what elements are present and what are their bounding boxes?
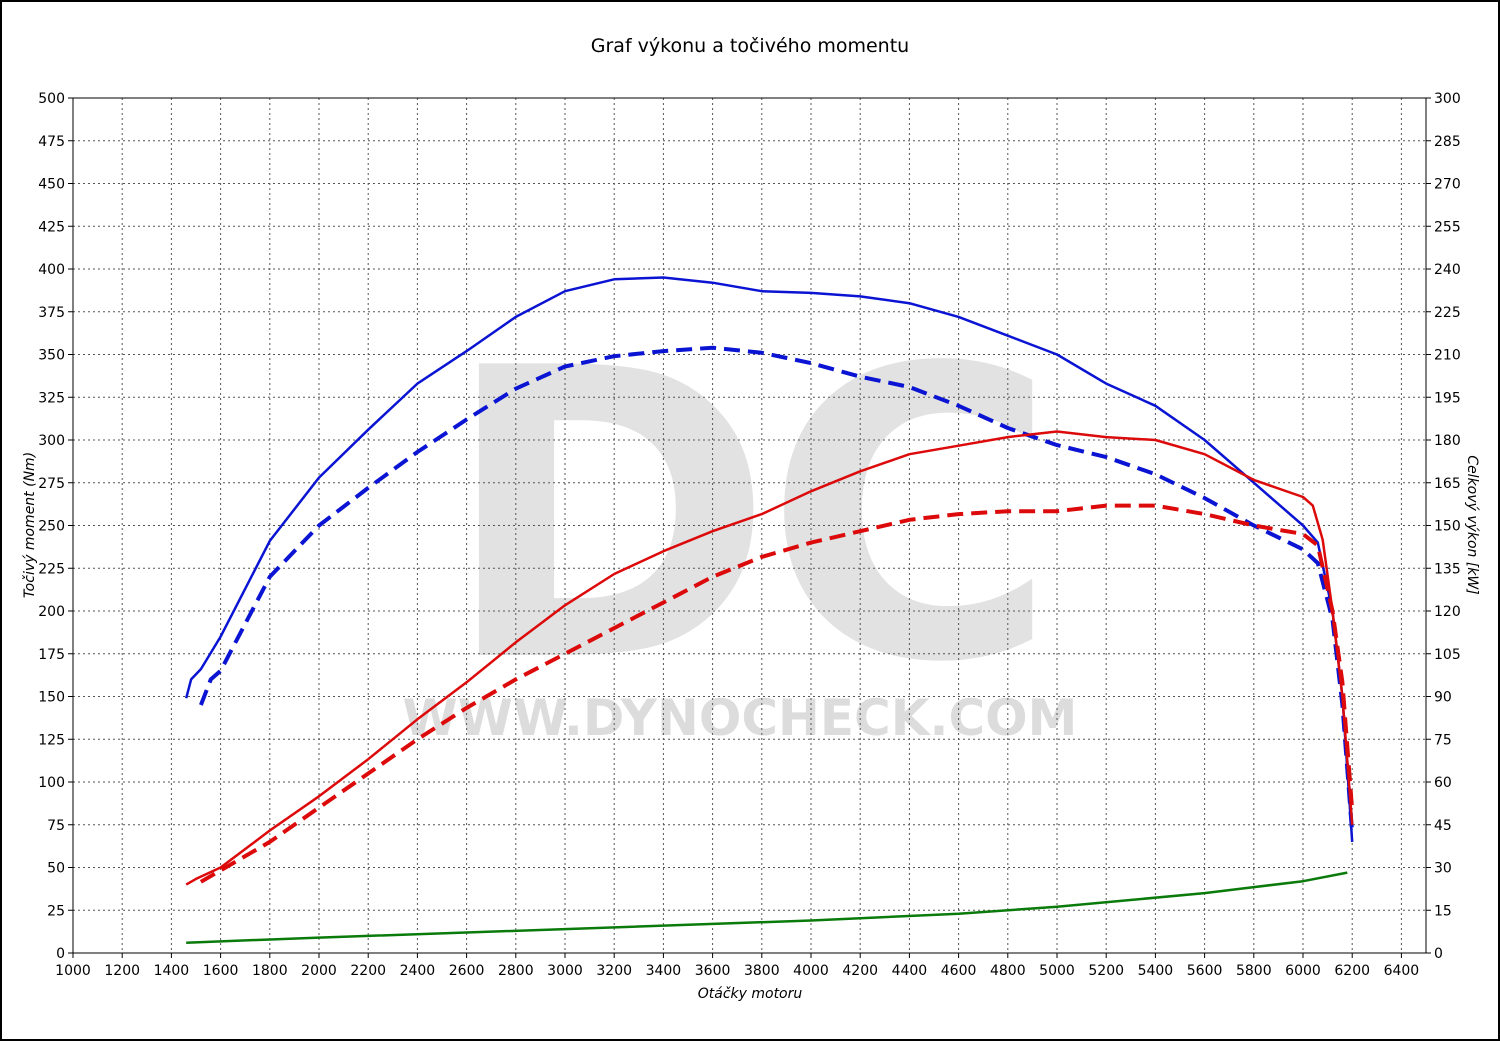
series-line [184,276,1354,842]
y2-tick-label: 210 [1434,348,1461,364]
x-tick-label: 2200 [350,963,386,979]
plot-border [72,97,1427,954]
series-line [199,503,1355,884]
y-tick-label: 125 [38,732,65,748]
x-tick-label: 5000 [1039,963,1075,979]
x-tick-label: 6000 [1285,963,1321,979]
y-tick-label: 0 [56,946,65,962]
y2-tick-label: 240 [1434,262,1461,278]
y-tick-label: 225 [38,561,65,577]
x-tick-label: 1800 [252,963,288,979]
y2-tick-label: 75 [1434,732,1452,748]
x-tick-label: 4600 [941,963,977,979]
y2-tick-label: 15 [1434,903,1452,919]
y-tick-label: 350 [38,348,65,364]
y2-axis-label: Celkový výkon [kW] [1464,455,1480,594]
y-tick-label: 425 [38,219,65,235]
x-tick-label: 3800 [744,963,780,979]
y-tick-label: 75 [47,818,65,834]
y-tick-label: 250 [38,519,65,535]
y-tick-label: 100 [38,775,65,791]
x-tick-label: 4800 [990,963,1026,979]
x-tick-label: 3600 [695,963,731,979]
x-tick-label: 1600 [203,963,239,979]
x-tick-label: 4200 [842,963,878,979]
y-tick-label: 50 [47,861,65,877]
x-tick-label: 4400 [892,963,928,979]
x-tick-label: 2600 [449,963,485,979]
y-tick-label: 475 [38,134,65,150]
x-tick-label: 3400 [646,963,682,979]
y2-tick-label: 0 [1434,946,1443,962]
x-tick-label: 2000 [301,963,337,979]
y2-tick-label: 135 [1434,561,1461,577]
y2-tick-label: 165 [1434,476,1461,492]
y-tick-label: 325 [38,390,65,406]
chart-title: Graf výkonu a točivého momentu [591,35,909,57]
x-tick-label: 6200 [1334,963,1370,979]
y2-tick-label: 225 [1434,305,1461,321]
x-tick-label: 1000 [55,963,91,979]
y-tick-label: 150 [38,690,65,706]
y2-tick-label: 150 [1434,519,1461,535]
x-tick-label: 3000 [547,963,583,979]
y2-tick-label: 120 [1434,604,1461,620]
y-tick-label: 375 [38,305,65,321]
y-tick-label: 300 [38,433,65,449]
y-axis-label: Točivý moment (Nm) [22,452,38,598]
y-tick-label: 175 [38,647,65,663]
y2-tick-label: 45 [1434,818,1452,834]
x-tick-label: 5800 [1236,963,1272,979]
x-tick-label: 5200 [1088,963,1124,979]
x-tick-label: 1400 [154,963,190,979]
series-line [199,345,1355,834]
watermark-url: WWW.DYNOCHECK.COM [403,689,1078,747]
x-tick-label: 6400 [1384,963,1420,979]
x-tick-label: 2400 [400,963,436,979]
y2-tick-label: 195 [1434,390,1461,406]
y2-tick-label: 30 [1434,861,1452,877]
y2-tick-label: 300 [1434,91,1461,107]
y-tick-label: 500 [38,91,65,107]
y-tick-label: 450 [38,177,65,193]
series-line [185,430,1354,886]
y2-tick-label: 270 [1434,177,1461,193]
y2-tick-label: 105 [1434,647,1461,663]
y2-tick-label: 285 [1434,134,1461,150]
x-tick-label: 5600 [1187,963,1223,979]
y-tick-label: 200 [38,604,65,620]
x-tick-label: 1200 [104,963,140,979]
y2-tick-label: 255 [1434,219,1461,235]
y2-tick-label: 60 [1434,775,1452,791]
x-tick-label: 5400 [1138,963,1174,979]
y2-tick-label: 180 [1434,433,1461,449]
x-tick-label: 2800 [498,963,534,979]
x-tick-label: 3200 [596,963,632,979]
x-axis-label: Otáčky motoru [698,986,803,1002]
y-tick-label: 25 [47,903,65,919]
series-line [186,871,1348,944]
y-tick-label: 275 [38,476,65,492]
y2-tick-label: 90 [1434,690,1452,706]
x-tick-label: 4000 [793,963,829,979]
y-tick-label: 400 [38,262,65,278]
